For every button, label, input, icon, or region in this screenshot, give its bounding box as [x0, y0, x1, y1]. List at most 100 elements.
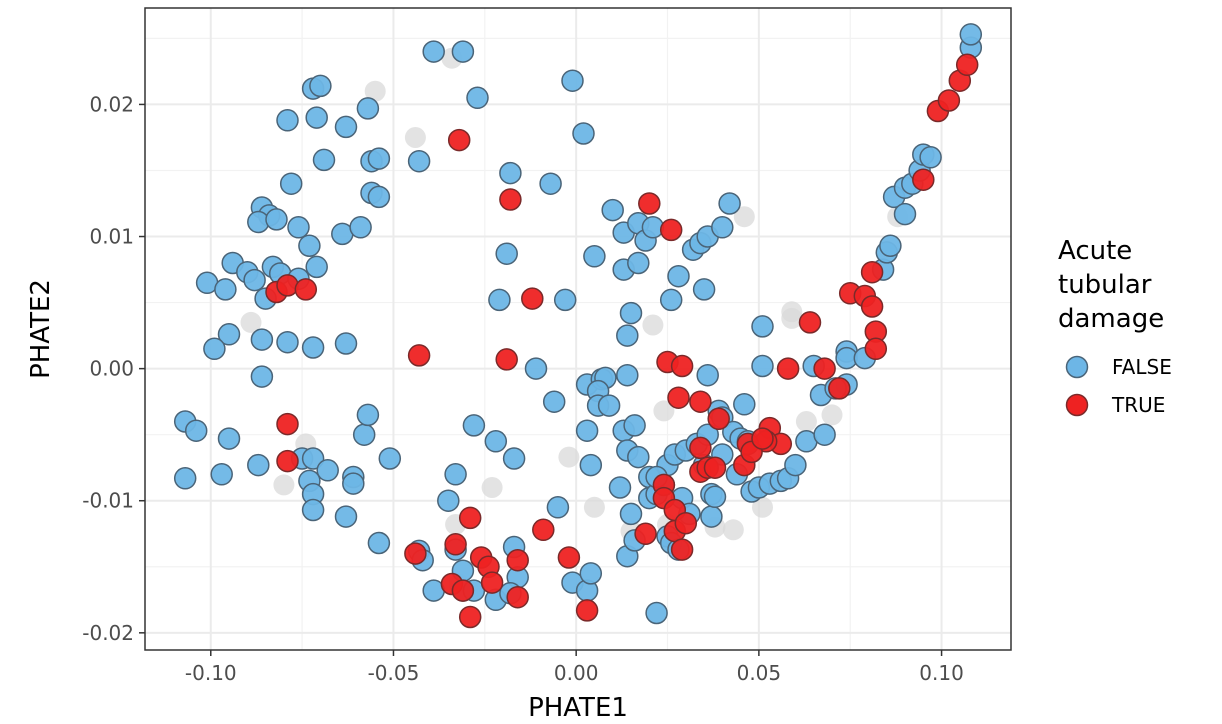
point-true	[458, 605, 482, 629]
point-false	[356, 97, 380, 120]
point-false	[378, 447, 402, 470]
point-false	[217, 323, 241, 346]
point-false	[579, 562, 603, 585]
point-false	[608, 476, 632, 499]
point-false	[696, 363, 719, 387]
point-false	[173, 467, 197, 490]
point-false	[659, 288, 683, 312]
point-true	[458, 506, 482, 530]
point-true	[294, 278, 318, 301]
point-false	[495, 242, 518, 265]
point-true	[674, 511, 698, 535]
point-na	[273, 474, 295, 496]
point-true	[276, 449, 299, 473]
point-false	[203, 337, 226, 361]
point-false	[597, 394, 621, 417]
x-tick-label: -0.10	[185, 661, 237, 685]
point-true	[521, 287, 544, 310]
point-true	[937, 89, 961, 112]
x-tick-label: 0.10	[919, 661, 964, 685]
point-true	[447, 128, 471, 152]
point-true	[798, 311, 822, 334]
point-true	[813, 357, 836, 380]
y-tick-label: 0.01	[89, 225, 134, 249]
point-false	[243, 268, 266, 292]
x-tick-label: 0.00	[554, 661, 599, 685]
point-false	[265, 208, 288, 231]
point-false	[210, 463, 233, 486]
point-true	[707, 407, 730, 431]
point-false	[502, 447, 526, 470]
y-tick-label: -0.01	[82, 489, 134, 513]
point-true	[451, 579, 475, 602]
point-na	[583, 496, 605, 518]
point-na	[752, 496, 773, 518]
point-false	[616, 324, 639, 347]
point-true	[276, 274, 299, 297]
point-true	[667, 386, 690, 409]
point-true	[689, 436, 712, 460]
point-false	[959, 23, 983, 46]
point-na	[733, 206, 755, 228]
point-false	[539, 172, 562, 195]
point-false	[641, 216, 665, 239]
point-na	[821, 404, 843, 426]
point-false	[342, 472, 365, 495]
point-false	[312, 148, 336, 172]
point-true	[506, 585, 529, 609]
point-false	[561, 69, 584, 92]
point-false	[645, 601, 668, 625]
point-na	[364, 80, 386, 102]
point-true	[634, 522, 657, 546]
point-true	[532, 518, 555, 542]
point-false	[217, 427, 241, 450]
x-axis-title: PHATE1	[528, 693, 628, 723]
point-false	[700, 505, 723, 528]
point-false	[703, 485, 727, 509]
point-false	[334, 505, 358, 528]
point-false	[367, 185, 391, 209]
point-false	[718, 192, 741, 215]
legend-key-true	[1065, 393, 1089, 417]
legend-key-false	[1065, 355, 1089, 379]
point-true	[751, 427, 774, 450]
point-false	[437, 489, 460, 512]
point-false	[879, 234, 902, 258]
point-na	[481, 477, 503, 498]
point-false	[305, 106, 328, 129]
point-true	[575, 599, 599, 622]
point-true	[495, 348, 518, 371]
panel-border	[144, 7, 1012, 651]
point-na	[558, 446, 580, 468]
legend-title-line-1: Acute	[1058, 236, 1132, 266]
point-false	[276, 109, 299, 132]
point-false	[298, 234, 321, 258]
point-false	[711, 216, 734, 239]
y-tick-label: 0.00	[89, 357, 134, 381]
point-false	[422, 40, 445, 63]
legend-label-false: FALSE	[1112, 355, 1172, 379]
point-false	[542, 390, 566, 413]
point-false	[893, 202, 917, 226]
point-false	[279, 172, 303, 195]
point-false	[247, 453, 270, 477]
point-false	[553, 288, 577, 312]
point-true	[506, 548, 529, 572]
point-true	[703, 456, 727, 479]
point-false	[575, 419, 599, 442]
point-false	[546, 496, 570, 519]
point-false	[616, 363, 639, 387]
point-false	[316, 459, 339, 482]
point-na	[240, 311, 262, 333]
point-true	[912, 168, 935, 191]
point-false	[919, 146, 942, 169]
point-false	[572, 122, 595, 145]
point-false	[301, 447, 325, 470]
y-tick-label: 0.02	[89, 92, 134, 116]
point-false	[601, 198, 624, 222]
point-false	[305, 255, 328, 279]
point-false	[579, 453, 603, 477]
point-true	[860, 260, 884, 284]
point-true	[776, 357, 800, 380]
